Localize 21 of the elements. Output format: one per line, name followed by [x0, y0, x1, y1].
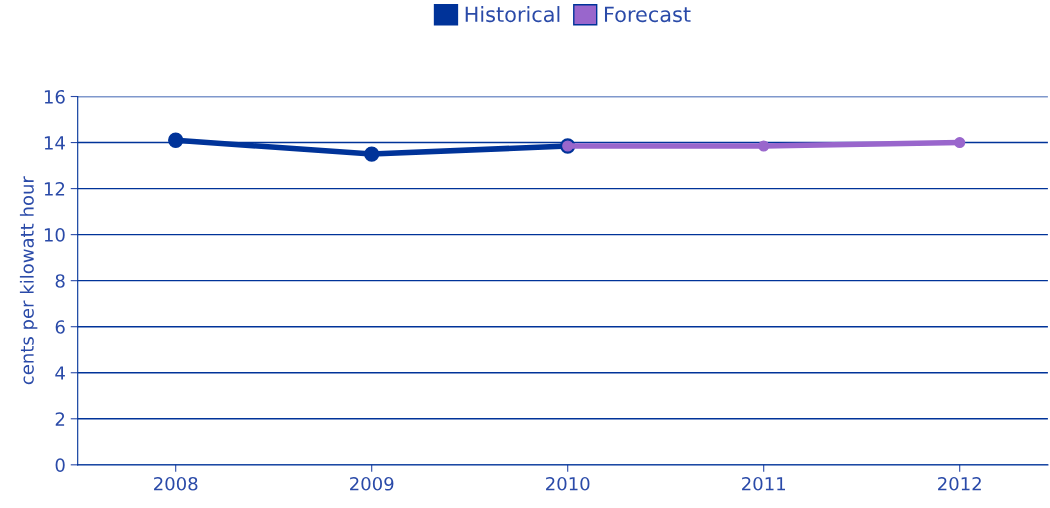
- y-tick-label: 6: [55, 320, 65, 334]
- y-tick-label: 8: [55, 274, 65, 288]
- y-tick-label: 0: [55, 458, 65, 472]
- y-axis-title: cents per kilowatt hour: [19, 176, 38, 385]
- x-tick-label: 2009: [350, 476, 394, 491]
- y-tick-label: 12: [44, 182, 65, 196]
- legend-label: Historical: [465, 6, 560, 23]
- x-tick-label: 2008: [154, 476, 198, 491]
- legend-label: Forecast: [604, 6, 691, 23]
- point: [954, 137, 966, 149]
- x-tick-label: 2011: [742, 476, 786, 491]
- x-tick-label: 2010: [546, 476, 590, 491]
- point: [364, 146, 380, 162]
- y-tick-label: 4: [55, 366, 65, 380]
- point: [758, 140, 770, 152]
- y-tick-label: 16: [44, 89, 65, 104]
- y-tick-label: 14: [44, 136, 65, 150]
- y-tick-label: 10: [44, 228, 65, 242]
- x-tick-label: 2012: [938, 476, 981, 491]
- point: [168, 132, 184, 148]
- y-tick-label: 2: [55, 412, 65, 426]
